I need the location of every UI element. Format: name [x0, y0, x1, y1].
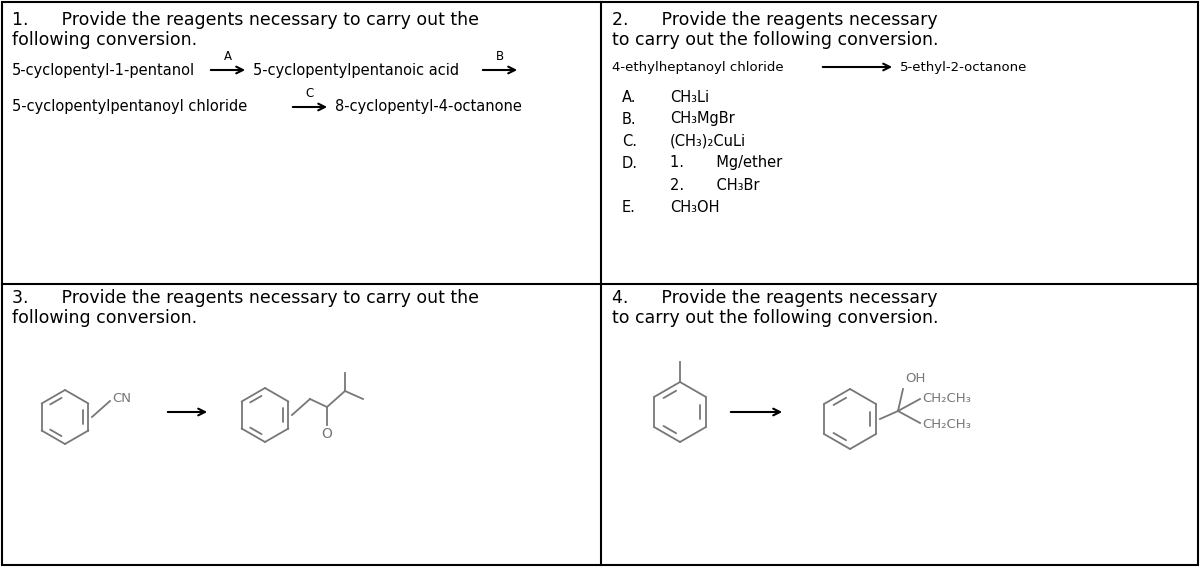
Text: CH₂CH₃: CH₂CH₃ [922, 391, 971, 404]
Text: 2.       CH₃Br: 2. CH₃Br [670, 177, 760, 193]
Text: D.: D. [622, 155, 638, 171]
Text: C: C [306, 87, 314, 100]
Text: to carry out the following conversion.: to carry out the following conversion. [612, 309, 938, 327]
Text: CH₂CH₃: CH₂CH₃ [922, 417, 971, 430]
Text: A: A [224, 50, 232, 63]
Text: to carry out the following conversion.: to carry out the following conversion. [612, 31, 938, 49]
Text: OH: OH [905, 372, 925, 385]
Text: 5-ethyl-2-octanone: 5-ethyl-2-octanone [900, 61, 1027, 74]
Text: 5-cyclopentylpentanoic acid: 5-cyclopentylpentanoic acid [253, 62, 460, 78]
Text: 4.      Provide the reagents necessary: 4. Provide the reagents necessary [612, 289, 937, 307]
Text: B.: B. [622, 112, 637, 126]
Text: E.: E. [622, 200, 636, 214]
Text: following conversion.: following conversion. [12, 309, 197, 327]
Text: 8-cyclopentyl-4-octanone: 8-cyclopentyl-4-octanone [335, 99, 522, 115]
Text: 3.      Provide the reagents necessary to carry out the: 3. Provide the reagents necessary to car… [12, 289, 479, 307]
Text: O: O [322, 427, 332, 441]
Text: CH₃Li: CH₃Li [670, 90, 709, 104]
Text: (CH₃)₂CuLi: (CH₃)₂CuLi [670, 133, 746, 149]
Text: B: B [496, 50, 504, 63]
Text: CH₃MgBr: CH₃MgBr [670, 112, 734, 126]
Text: CN: CN [112, 392, 131, 405]
Text: 1.       Mg/ether: 1. Mg/ether [670, 155, 782, 171]
Text: following conversion.: following conversion. [12, 31, 197, 49]
Text: 2.      Provide the reagents necessary: 2. Provide the reagents necessary [612, 11, 937, 29]
Text: 4-ethylheptanoyl chloride: 4-ethylheptanoyl chloride [612, 61, 784, 74]
Text: 5-cyclopentylpentanoyl chloride: 5-cyclopentylpentanoyl chloride [12, 99, 247, 115]
Text: A.: A. [622, 90, 636, 104]
Text: CH₃OH: CH₃OH [670, 200, 720, 214]
Text: C.: C. [622, 133, 637, 149]
Text: 1.      Provide the reagents necessary to carry out the: 1. Provide the reagents necessary to car… [12, 11, 479, 29]
Text: 5-cyclopentyl-1-pentanol: 5-cyclopentyl-1-pentanol [12, 62, 196, 78]
